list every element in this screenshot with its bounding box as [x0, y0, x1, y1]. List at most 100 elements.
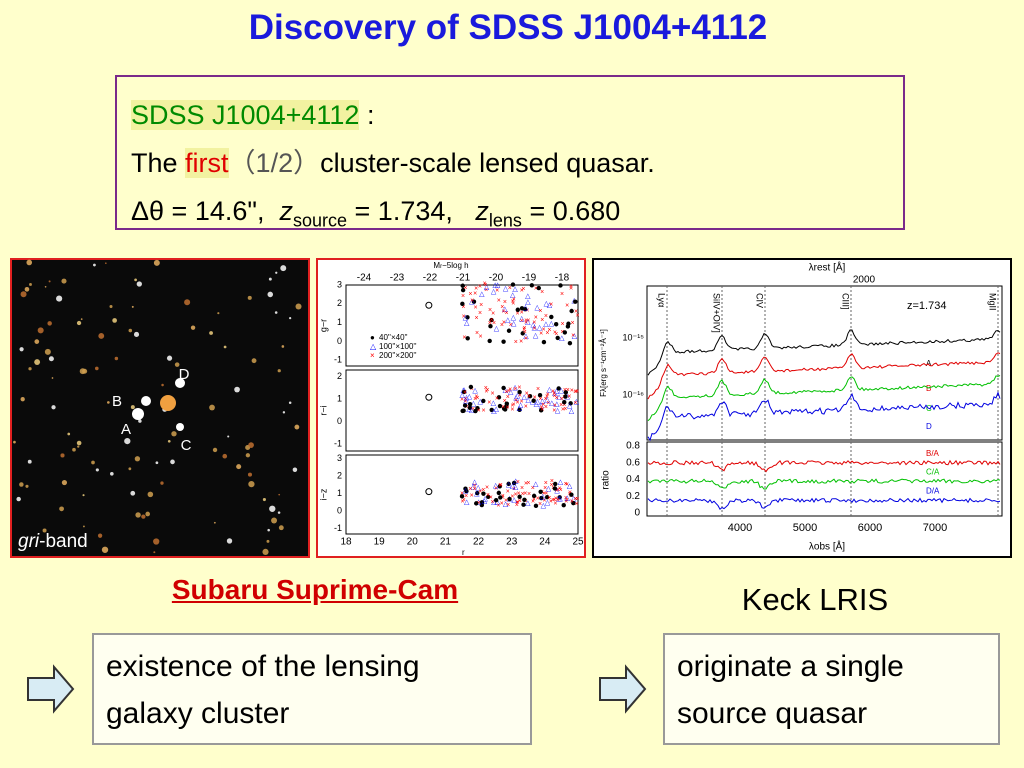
galaxy-point: [489, 317, 494, 323]
y-tick-label: -1: [334, 355, 342, 365]
galaxy-point: ×: [540, 289, 544, 296]
galaxy-point: △: [554, 388, 560, 395]
galaxy-point: ×: [513, 386, 517, 393]
galaxy: [209, 331, 213, 335]
galaxy-point: △: [539, 402, 545, 409]
galaxy-point: ×: [550, 478, 554, 485]
galaxy-point: △: [534, 401, 540, 408]
galaxy: [277, 369, 281, 373]
quasar-image: [175, 378, 185, 388]
galaxy: [234, 386, 240, 393]
top-tick-label: -23: [390, 273, 405, 284]
galaxy: [20, 291, 27, 298]
galaxy-point: △: [512, 286, 518, 293]
galaxy-point: ×: [520, 310, 524, 317]
galaxy: [61, 479, 68, 486]
galaxy-point: [557, 495, 562, 500]
galaxy-point: ×: [570, 320, 574, 327]
quasar-point: [425, 301, 433, 309]
galaxy-point: ×: [460, 490, 464, 497]
galaxy-point: ×: [574, 496, 578, 503]
galaxy: [248, 442, 254, 448]
galaxy-point: [527, 393, 533, 399]
galaxy-point: ×: [575, 496, 579, 503]
y-tick-label: 0: [337, 416, 342, 426]
galaxy-point: ×: [553, 500, 557, 507]
galaxy: [124, 437, 131, 445]
galaxy-point: ×: [510, 403, 514, 410]
galaxy-point: ×: [559, 487, 563, 494]
galaxy-point: [531, 493, 537, 499]
line-label: CIII]: [841, 293, 851, 310]
galaxy-point: [488, 324, 493, 329]
galaxy-point: △: [533, 333, 539, 340]
galaxy-point: ×: [542, 498, 546, 505]
galaxy-point: ×: [462, 314, 466, 321]
galaxy-point: △: [512, 384, 518, 391]
top-axis-label: Mr−5log h: [433, 261, 468, 270]
text-box: originate a single source quasar: [663, 633, 1000, 745]
galaxy-point: △: [537, 325, 543, 332]
galaxy-point: △: [556, 394, 562, 401]
galaxy-point: ×: [539, 331, 543, 338]
galaxy-point: △: [519, 316, 525, 323]
galaxy-point: △: [508, 389, 514, 396]
galaxy-point: ×: [532, 497, 536, 504]
galaxy: [25, 484, 29, 488]
galaxy: [161, 383, 164, 387]
galaxy-point: ×: [534, 314, 538, 321]
galaxy-point: △: [525, 293, 531, 300]
galaxy-point: [465, 315, 470, 320]
galaxy-point: ×: [475, 395, 479, 402]
galaxy-point: △: [544, 301, 550, 308]
galaxy: [34, 359, 41, 366]
galaxy-point: △: [503, 286, 509, 293]
galaxy-point: ×: [534, 286, 538, 293]
galaxy-point: ×: [527, 393, 531, 400]
line-label: SiIV+OIV]: [712, 293, 722, 333]
galaxy-point: ×: [502, 319, 506, 326]
galaxy-point: △: [540, 398, 546, 405]
galaxy: [281, 345, 285, 348]
galaxy-point: ×: [520, 485, 524, 492]
y-tick-label: 3: [337, 453, 342, 463]
galaxy-point: ×: [473, 486, 477, 493]
galaxy-point: ×: [513, 492, 517, 499]
galaxy-point: △: [545, 499, 551, 506]
galaxy: [80, 318, 83, 320]
galaxy: [275, 271, 278, 274]
bottom-tick-label: 4000: [728, 522, 752, 534]
galaxy: [184, 299, 191, 306]
galaxy-point: ×: [486, 492, 490, 499]
galaxy-point: △: [554, 401, 560, 408]
galaxy-point: [481, 398, 486, 404]
galaxy-point: ×: [506, 502, 510, 509]
galaxy-point: [529, 283, 535, 288]
galaxy-point: ×: [573, 389, 577, 396]
galaxy-point: ×: [538, 308, 542, 315]
spectrum-curve: [647, 375, 1001, 422]
galaxy-point: ×: [491, 390, 495, 397]
galaxy-point: [553, 322, 559, 327]
text: = 1.734,: [354, 196, 453, 226]
galaxy-point: △: [503, 501, 509, 508]
galaxy: [262, 497, 266, 502]
galaxy: [110, 471, 114, 476]
galaxy-point: [536, 285, 541, 291]
galaxy: [98, 333, 105, 339]
galaxy-point: ×: [553, 403, 557, 410]
galaxy-point: [531, 398, 536, 403]
y-tick-label: -1: [334, 439, 342, 449]
ratio-curve: [647, 497, 1001, 510]
galaxy: [248, 480, 255, 488]
galaxy-point: ×: [554, 488, 558, 495]
text: galaxy cluster: [106, 697, 290, 730]
galaxy: [289, 316, 292, 320]
galaxy-point: △: [471, 400, 477, 407]
galaxy-point: [496, 395, 502, 400]
galaxy-point: ×: [483, 281, 487, 288]
galaxy-point: ×: [509, 322, 513, 329]
galaxy-point: △: [549, 400, 555, 407]
galaxy-point: ×: [464, 396, 468, 403]
curve-label: A: [926, 359, 932, 368]
